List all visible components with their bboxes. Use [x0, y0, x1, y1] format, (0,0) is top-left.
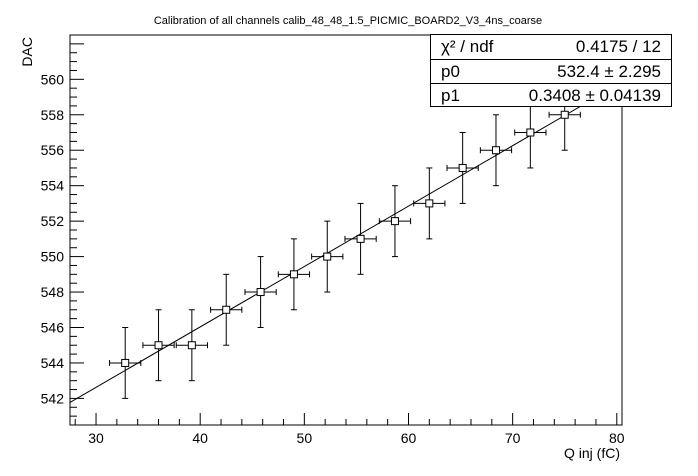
x-tick-label: 80	[609, 430, 625, 446]
point-marker	[425, 199, 434, 208]
x-axis: 30 40 50 60 70 80	[74, 413, 625, 446]
stats-key: p0	[441, 62, 460, 81]
point-marker	[491, 146, 500, 155]
data-point	[244, 256, 277, 328]
point-marker	[356, 234, 365, 243]
chart-title: Calibration of all channels calib_48_48_…	[154, 15, 542, 27]
point-marker	[222, 305, 231, 314]
y-tick-label: 542	[41, 390, 65, 406]
y-axis-title: DAC	[19, 37, 35, 67]
point-marker	[526, 128, 535, 137]
data-point	[413, 167, 446, 240]
point-marker	[289, 270, 298, 279]
point-marker	[187, 341, 196, 350]
stats-row-chi2: χ² / ndf 0.4175 / 12	[431, 35, 671, 59]
stats-row-p1: p1 0.3408 ± 0.04139	[431, 83, 671, 107]
point-marker	[458, 163, 467, 172]
points-layer	[109, 78, 581, 399]
y-tick-label: 546	[41, 320, 65, 336]
x-tick-label: 60	[401, 430, 417, 446]
point-marker	[560, 110, 569, 119]
fit-stats-box: χ² / ndf 0.4175 / 12 p0 532.4 ± 2.295 p1…	[430, 34, 672, 107]
data-point	[514, 96, 547, 169]
x-tick-label: 70	[505, 430, 521, 446]
y-tick-label: 544	[41, 355, 65, 371]
data-point	[311, 220, 344, 293]
data-point	[142, 309, 175, 382]
y-tick-label: 554	[41, 178, 65, 194]
stats-value: 532.4 ± 2.295	[557, 62, 661, 81]
point-marker	[256, 288, 265, 297]
x-tick-label: 40	[192, 430, 208, 446]
point-marker	[154, 341, 163, 350]
fit-line	[69, 81, 623, 403]
data-point	[210, 273, 243, 346]
point-marker	[323, 252, 332, 261]
y-tick-label: 560	[41, 71, 65, 87]
x-tick-label: 50	[297, 430, 313, 446]
stats-value: 0.3408 ± 0.04139	[528, 86, 661, 105]
data-point	[446, 132, 479, 204]
point-marker	[121, 358, 130, 367]
data-point	[378, 185, 412, 258]
y-tick-label: 548	[41, 284, 65, 300]
y-tick-label: 558	[41, 107, 65, 123]
data-point	[344, 202, 377, 275]
fit-layer	[69, 81, 623, 403]
data-point	[277, 238, 311, 311]
y-tick-label: 556	[41, 142, 65, 158]
data-point	[479, 114, 513, 187]
data-point	[109, 327, 142, 399]
point-marker	[390, 217, 399, 226]
y-tick-label: 552	[41, 213, 65, 229]
stats-row-p0: p0 532.4 ± 2.295	[431, 59, 671, 83]
y-tick-label: 550	[41, 249, 65, 265]
stats-key: χ² / ndf	[441, 37, 494, 56]
x-axis-title: Q inj (fC)	[564, 445, 620, 461]
data-point	[175, 309, 208, 382]
y-axis: 542 544 546 548 550 552 554 556 558 560	[41, 43, 84, 417]
stats-value: 0.4175 / 12	[575, 37, 661, 56]
x-tick-label: 30	[88, 430, 104, 446]
stats-key: p1	[441, 86, 460, 105]
